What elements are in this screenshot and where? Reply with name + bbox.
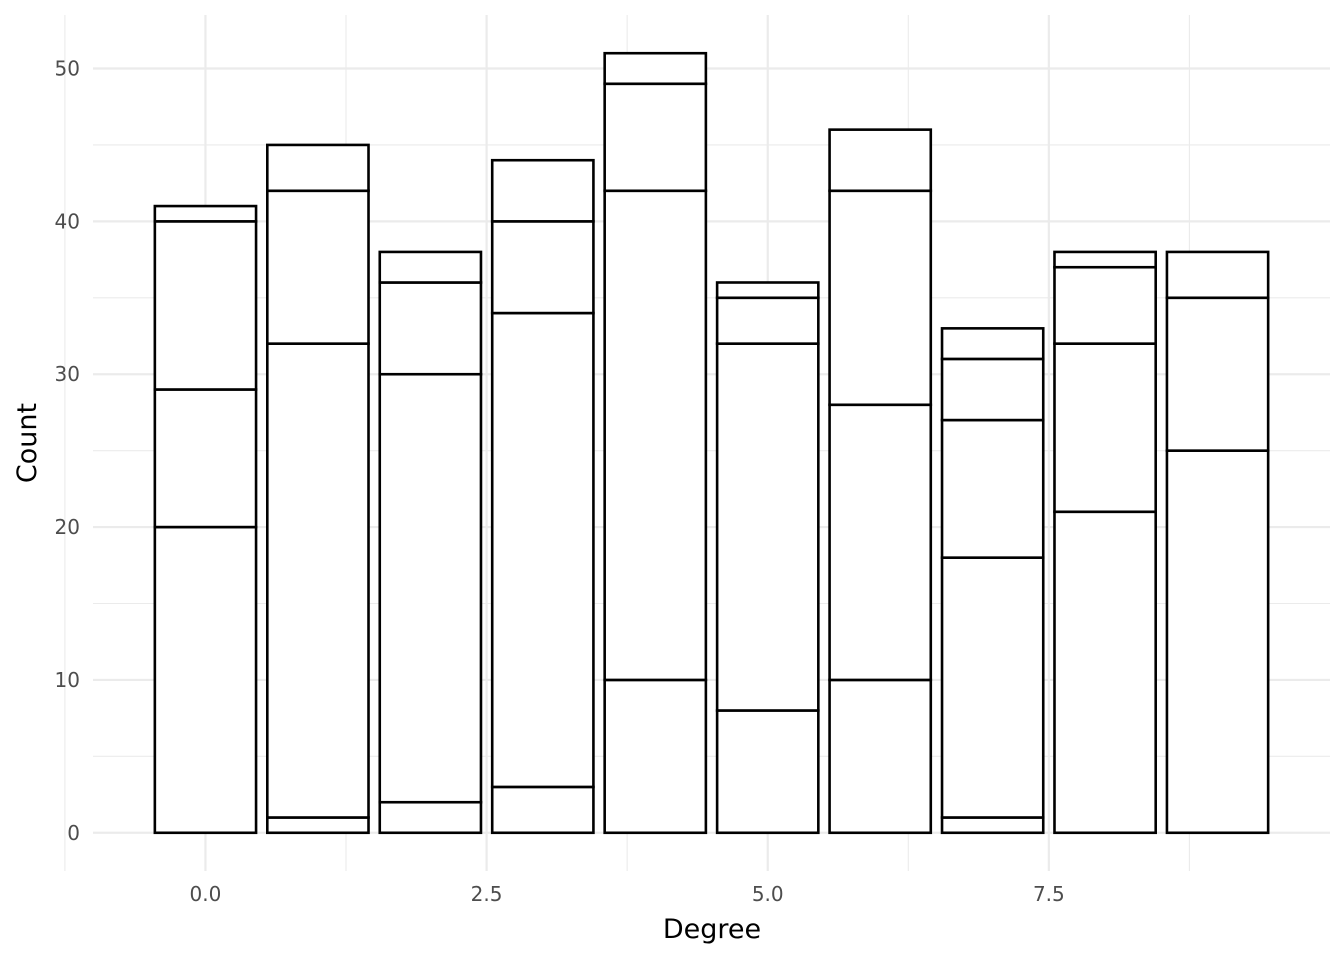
bar-segment [378,800,483,835]
bar-segment [153,525,258,835]
bar-segment [603,82,708,193]
bar-segment [940,418,1045,559]
bar-segment [828,128,933,193]
bar-segment [153,220,258,391]
bar-segment [715,342,820,712]
bar-segment [828,678,933,835]
y-tick-label: 10 [55,668,80,692]
y-axis-title: Count [12,403,43,483]
bar-segment [1053,510,1157,835]
bar-segment [603,678,708,835]
bar-segment [378,372,483,804]
tick-labels: 0 10 20 30 40 50 0.0 2.5 5.0 7.5 [55,57,1065,907]
bar-segment [715,281,820,300]
bar-segment [603,51,708,86]
bar-segment [1165,296,1270,452]
bar-segment [490,311,595,789]
bar-segment [1053,265,1157,345]
x-tick-label: 7.5 [1033,882,1065,906]
bar-segment [715,709,820,835]
bar-segment [940,357,1045,422]
y-tick-label: 30 [55,362,80,386]
x-tick-label: 5.0 [752,882,784,906]
bar-segment [490,785,595,835]
bar-segment [490,158,595,223]
bar-segment [266,143,370,193]
bar-segment [1165,250,1270,300]
bar-segment [378,281,483,376]
bar-segment [940,556,1045,819]
y-tick-label: 40 [55,209,80,233]
bar-segment [153,388,258,529]
bar-segment [603,189,708,682]
bar-segment [266,189,370,345]
x-tick-label: 2.5 [471,882,503,906]
x-axis-title: Degree [663,914,761,945]
bar-segment [828,403,933,682]
bar-segment [153,204,258,223]
x-tick-label: 0.0 [190,882,222,906]
bar-segment [940,327,1045,361]
bar-segment [940,816,1045,835]
bar-segment [490,220,595,315]
bar-segment [266,342,370,819]
bar-segment [266,816,370,835]
y-tick-label: 0 [67,821,80,845]
bar-segment [1053,342,1157,514]
y-tick-label: 50 [55,57,80,81]
bar-segment [1053,250,1157,269]
bar-segment [378,250,483,284]
bar-segment [1165,449,1270,835]
y-tick-label: 20 [55,515,80,539]
bar-segment [828,189,933,407]
bars [153,51,1270,835]
bar-segment [715,296,820,345]
